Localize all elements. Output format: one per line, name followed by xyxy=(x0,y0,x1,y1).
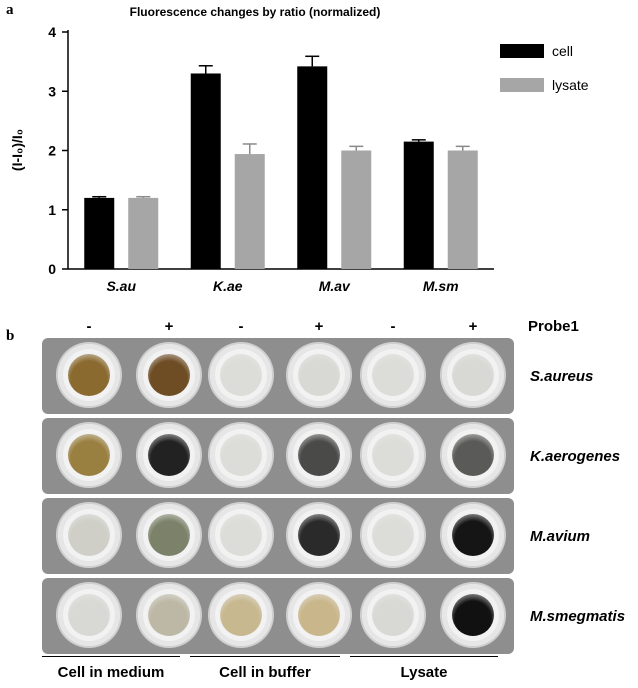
y-tick-label: 4 xyxy=(48,24,56,40)
well-contents xyxy=(148,354,190,396)
group-label: Lysate xyxy=(400,664,448,681)
x-tick-label: M.av xyxy=(319,278,351,294)
well xyxy=(442,344,504,406)
bar-chart: Fluorescence changes by ratio (normalize… xyxy=(9,5,589,294)
well xyxy=(138,504,200,566)
legend-label-lysate: lysate xyxy=(552,77,589,93)
bar-cell xyxy=(84,197,115,269)
chart-title: Fluorescence changes by ratio (normalize… xyxy=(130,5,381,19)
well-contents xyxy=(148,594,190,636)
panel-b-letter: b xyxy=(6,328,15,344)
bar-lysate xyxy=(447,150,478,269)
probe-plus-sign: + xyxy=(314,318,324,335)
well-contents xyxy=(452,594,494,636)
well-contents xyxy=(298,434,340,476)
well xyxy=(210,504,272,566)
probe-minus-sign: - xyxy=(390,318,396,335)
probe-minus-sign: - xyxy=(86,318,92,335)
well-contents xyxy=(372,434,414,476)
bar-cell xyxy=(403,141,434,269)
group-underline xyxy=(190,656,340,657)
well xyxy=(442,424,504,486)
well-contents xyxy=(148,514,190,556)
well xyxy=(288,584,350,646)
y-tick-label: 0 xyxy=(48,261,56,277)
bar-lysate xyxy=(128,197,159,269)
well-contents xyxy=(68,514,110,556)
well-contents xyxy=(298,594,340,636)
group-label: Cell in buffer xyxy=(219,664,311,681)
bar-lysate xyxy=(341,150,372,269)
legend-label-cell: cell xyxy=(552,43,573,59)
well-row xyxy=(42,418,514,494)
well xyxy=(138,584,200,646)
well xyxy=(288,424,350,486)
bar-cell xyxy=(297,66,328,270)
well-contents xyxy=(372,594,414,636)
well-contents xyxy=(452,514,494,556)
well-contents xyxy=(452,434,494,476)
x-tick-label: K.ae xyxy=(213,278,243,294)
well-contents xyxy=(148,434,190,476)
well xyxy=(58,584,120,646)
well xyxy=(138,344,200,406)
y-tick-label: 2 xyxy=(48,143,56,159)
probe-plus-sign: + xyxy=(164,318,174,335)
well-contents xyxy=(452,354,494,396)
well xyxy=(362,424,424,486)
well xyxy=(442,504,504,566)
row-label: S.aureus xyxy=(530,368,594,385)
well-contents xyxy=(220,354,262,396)
well-contents xyxy=(220,434,262,476)
x-tick-label: S.au xyxy=(106,278,136,294)
legend-swatch-lysate xyxy=(500,78,544,92)
bar-cell xyxy=(190,73,221,269)
y-tick-label: 1 xyxy=(48,202,56,218)
well-contents xyxy=(68,594,110,636)
well-contents xyxy=(372,514,414,556)
well-contents xyxy=(220,594,262,636)
legend-swatch-cell xyxy=(500,44,544,58)
well xyxy=(362,584,424,646)
well xyxy=(210,584,272,646)
y-axis-label: (I-I₀)/I₀ xyxy=(9,129,25,171)
probe-minus-sign: - xyxy=(238,318,244,335)
row-label: M.avium xyxy=(530,528,591,545)
bar-lysate xyxy=(234,154,265,269)
well xyxy=(58,344,120,406)
well-contents xyxy=(298,514,340,556)
well xyxy=(138,424,200,486)
group-underline xyxy=(350,656,498,657)
well-row xyxy=(42,578,514,654)
row-label: M.smegmatis xyxy=(530,608,626,625)
well xyxy=(210,344,272,406)
probe-label: Probe1 xyxy=(528,318,579,335)
well xyxy=(58,504,120,566)
y-tick-label: 3 xyxy=(48,83,56,99)
group-underline xyxy=(42,656,180,657)
well xyxy=(442,584,504,646)
row-label: K.aerogenes xyxy=(530,448,621,465)
well xyxy=(288,344,350,406)
well-contents xyxy=(68,354,110,396)
well xyxy=(58,424,120,486)
well-contents xyxy=(68,434,110,476)
well xyxy=(210,424,272,486)
well xyxy=(288,504,350,566)
well xyxy=(362,344,424,406)
well xyxy=(362,504,424,566)
well-contents xyxy=(220,514,262,556)
probe-plus-sign: + xyxy=(468,318,478,335)
well-row xyxy=(42,338,514,414)
x-tick-label: M.sm xyxy=(423,278,459,294)
well-contents xyxy=(372,354,414,396)
panel-a-letter: a xyxy=(6,2,14,18)
well-row xyxy=(42,498,514,574)
well-contents xyxy=(298,354,340,396)
group-label: Cell in medium xyxy=(57,664,165,681)
